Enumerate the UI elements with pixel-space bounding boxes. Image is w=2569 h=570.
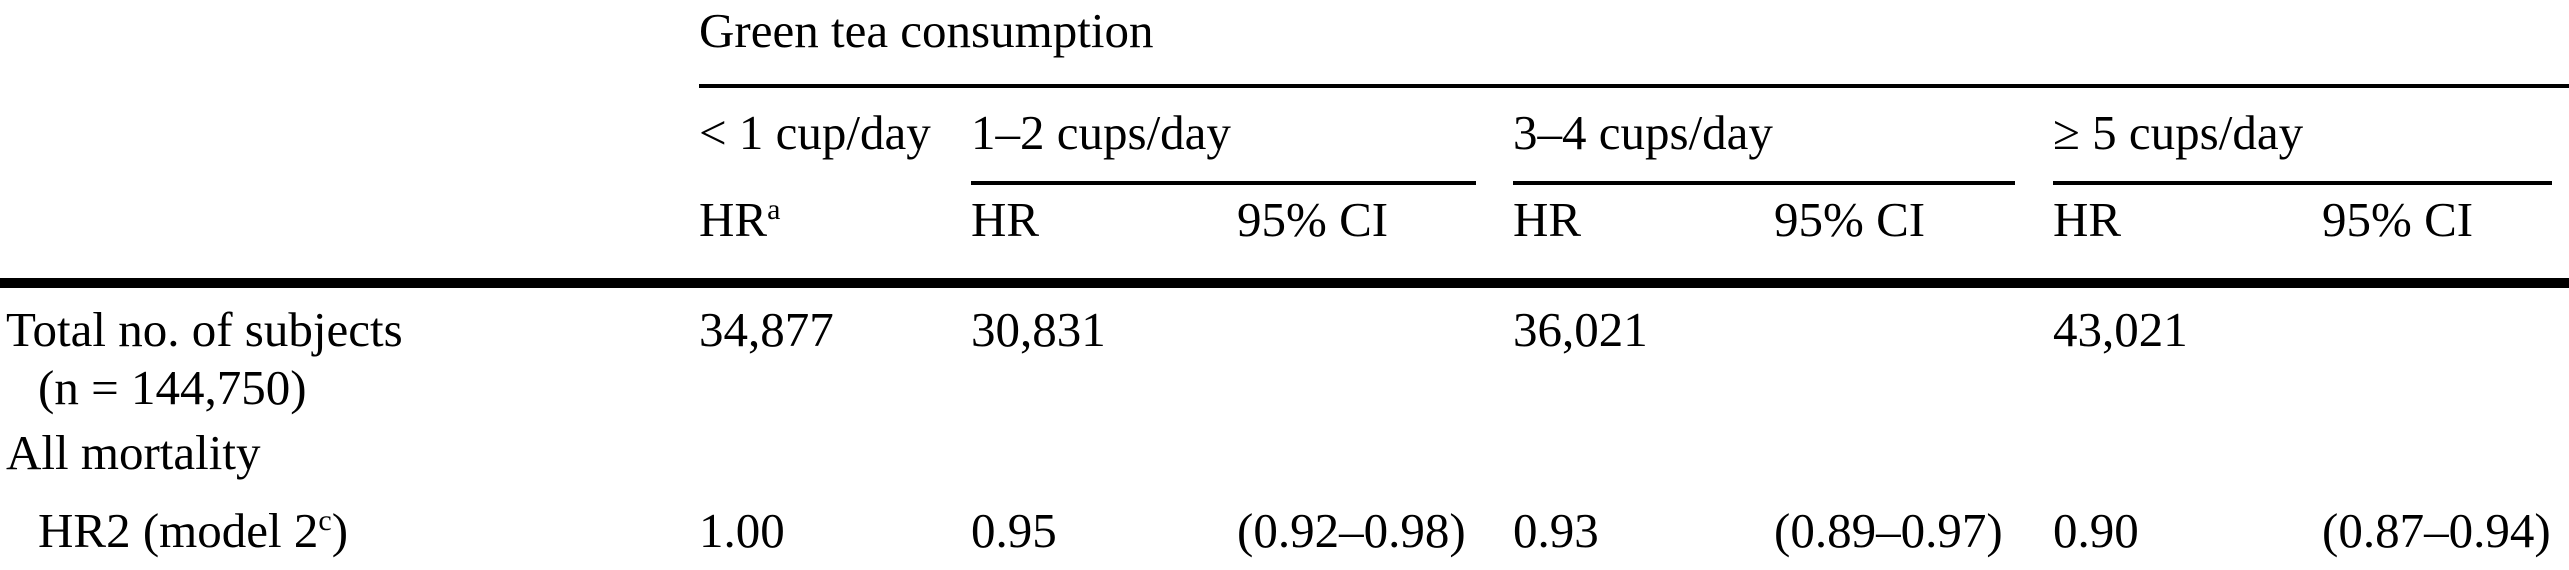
cell-hr2-1-2-ci: (0.92–0.98) (1237, 503, 1466, 558)
subheader-hr-3-4: HR (1513, 192, 1582, 247)
row-label-total-subjects-line1: Total no. of subjects (6, 302, 403, 357)
row-label-total-subjects: Total no. of subjects (n = 144,750) (0, 288, 699, 424)
cell-hr2-lt1: 1.00 (699, 503, 785, 558)
spanner-label-green-tea-consumption: Green tea consumption (699, 3, 1154, 58)
cell-subjects-lt1: 34,877 (699, 302, 834, 357)
row-label-total-subjects-line2: (n = 144,750) (38, 360, 307, 415)
col-group-3-4-cups: 3–4 cups/day (1513, 105, 1773, 160)
row-label-all-mortality: All mortality (6, 425, 261, 480)
col-group-ge5-cups: ≥ 5 cups/day (2053, 105, 2304, 160)
cell-subjects-3-4-ci-empty (1774, 288, 2053, 424)
group-rule-ge5-cups (2053, 181, 2552, 185)
subheader-ci-ge5: 95% CI (2322, 192, 2474, 247)
row-label-hr2-post: ) (331, 503, 349, 558)
cell-hr2-3-4: 0.93 (1513, 503, 1599, 558)
cell-subjects-3-4: 36,021 (1513, 302, 1648, 357)
group-rule-1-2-cups (971, 181, 1476, 185)
cell-hr2-3-4-ci: (0.89–0.97) (1774, 503, 2003, 558)
subheader-hr-lt1: HRa (699, 185, 971, 288)
row-label-hr2-model2: HR2 (model 2c) (0, 502, 699, 570)
group-rule-3-4-cups (1513, 181, 2015, 185)
cell-subjects-1-2: 30,831 (971, 302, 1106, 357)
cell-hr2-ge5: 0.90 (2053, 503, 2139, 558)
header-body-divider-rule (0, 278, 2569, 288)
footnote-marker-c: c (318, 504, 332, 537)
subheader-ci-1-2: 95% CI (1237, 192, 1389, 247)
footnote-marker-a: a (767, 193, 781, 226)
subheader-ci-3-4: 95% CI (1774, 192, 1926, 247)
spanner-rule (699, 84, 2569, 88)
cell-subjects-ge5-ci-empty (2322, 288, 2569, 424)
col-group-lt1-cup: < 1 cup/day (699, 105, 931, 160)
subheader-hr-lt1-text: HR (699, 192, 768, 247)
cell-subjects-1-2-ci-empty (1237, 288, 1513, 424)
cell-subjects-ge5: 43,021 (2053, 302, 2188, 357)
row-label-hr2-pre: HR2 (model 2 (38, 503, 319, 558)
col-group-1-2-cups: 1–2 cups/day (971, 105, 1231, 160)
subheader-hr-1-2: HR (971, 192, 1040, 247)
subheader-hr-ge5: HR (2053, 192, 2122, 247)
cell-hr2-ge5-ci: (0.87–0.94) (2322, 503, 2551, 558)
cell-hr2-1-2: 0.95 (971, 503, 1057, 558)
